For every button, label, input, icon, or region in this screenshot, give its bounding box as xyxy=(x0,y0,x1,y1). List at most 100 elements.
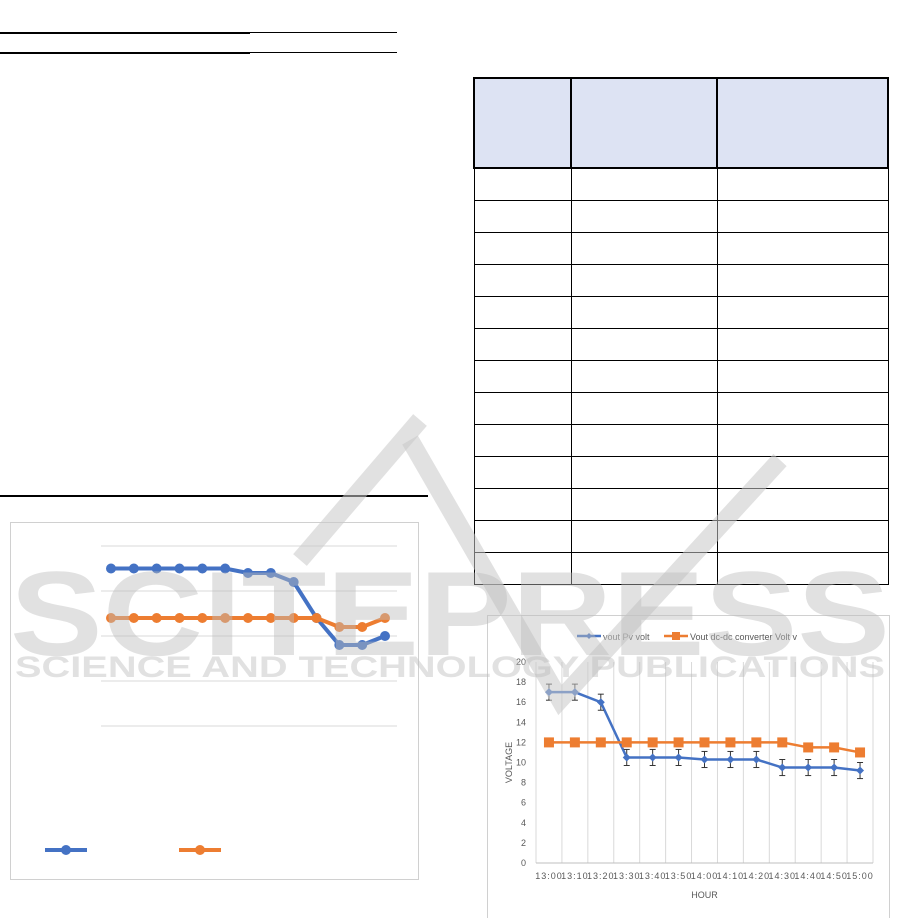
data-point xyxy=(220,563,231,574)
table-cell xyxy=(473,392,572,425)
table-cell xyxy=(473,167,572,201)
table-row xyxy=(473,328,889,361)
table-cell xyxy=(570,392,718,425)
table-cell xyxy=(716,167,889,201)
table-row xyxy=(473,424,889,457)
table-cell xyxy=(716,552,889,585)
x-tick-label: 14:00 xyxy=(691,871,719,881)
data-point xyxy=(106,613,116,623)
y-tick-label: 14 xyxy=(516,717,526,727)
x-tick-label: 14:30 xyxy=(769,871,797,881)
x-tick-label: 14:50 xyxy=(820,871,848,881)
table-row xyxy=(473,360,889,393)
y-axis-title: VOLTAGE xyxy=(504,742,514,783)
data-point xyxy=(726,755,735,764)
table-cell xyxy=(716,488,889,521)
table-row xyxy=(473,232,889,265)
data-point xyxy=(197,613,208,623)
table-cell xyxy=(716,360,889,393)
table-cell xyxy=(716,77,889,169)
table-cell xyxy=(570,264,718,297)
table-cell xyxy=(473,456,572,489)
table-cell xyxy=(473,200,572,233)
data-point xyxy=(777,737,788,748)
data-point xyxy=(288,613,299,623)
table-cell xyxy=(716,520,889,553)
table-cell xyxy=(570,360,718,393)
table-top-rule xyxy=(0,32,250,34)
table-cell xyxy=(716,296,889,329)
table-cell xyxy=(570,424,718,457)
table-cell xyxy=(570,488,718,521)
y-tick-label: 0 xyxy=(521,858,526,868)
x-tick-label: 13:50 xyxy=(665,871,693,881)
table-cell xyxy=(570,232,718,265)
y-tick-label: 20 xyxy=(516,657,526,667)
data-point xyxy=(106,563,116,574)
figure-rule xyxy=(0,495,428,497)
x-tick-label: 14:40 xyxy=(794,871,822,881)
table-cell xyxy=(716,456,889,489)
y-tick-label: 12 xyxy=(516,737,526,747)
legend-label-1: Vout dc-dc converter Volt v xyxy=(690,632,798,642)
x-axis-title: HOUR xyxy=(691,890,718,900)
y-tick-label: 4 xyxy=(521,818,526,828)
data-table xyxy=(473,77,889,585)
table-cell xyxy=(716,264,889,297)
data-point xyxy=(751,737,762,748)
data-point xyxy=(220,613,231,623)
legend-marker-0 xyxy=(61,845,71,855)
data-point xyxy=(596,698,605,707)
y-tick-label: 8 xyxy=(521,778,526,788)
table-cell xyxy=(473,296,572,329)
table-cell xyxy=(570,296,718,329)
data-point xyxy=(243,568,253,578)
series-line-0 xyxy=(111,566,386,647)
table-cell xyxy=(716,392,889,425)
data-point xyxy=(804,763,813,772)
legend-marker-1 xyxy=(672,632,680,640)
data-point xyxy=(334,640,345,650)
y-tick-label: 2 xyxy=(521,838,526,848)
data-point xyxy=(128,563,139,574)
chart-left-frame xyxy=(10,522,419,880)
y-tick-label: 16 xyxy=(516,697,526,707)
table-row xyxy=(473,488,889,521)
x-tick-label: 13:20 xyxy=(587,871,615,881)
data-point xyxy=(673,737,684,748)
x-tick-label: 14:10 xyxy=(717,871,745,881)
data-point xyxy=(647,737,658,748)
legend-marker-0 xyxy=(586,633,592,639)
table-cell xyxy=(570,77,718,169)
table-header-row xyxy=(473,77,889,169)
x-tick-label: 13:10 xyxy=(561,871,589,881)
data-point xyxy=(621,737,632,748)
table-row xyxy=(473,456,889,489)
data-point xyxy=(544,688,553,697)
table-row xyxy=(473,552,889,585)
data-point xyxy=(570,688,579,697)
data-point xyxy=(174,613,185,623)
data-point xyxy=(830,763,839,772)
table-row xyxy=(473,167,889,201)
data-point xyxy=(311,613,322,623)
table-cell xyxy=(716,232,889,265)
table-cell xyxy=(570,456,718,489)
x-tick-label: 15:00 xyxy=(846,871,874,881)
table-cell xyxy=(716,328,889,361)
data-point xyxy=(288,577,299,587)
table-cell xyxy=(570,200,718,233)
y-tick-label: 18 xyxy=(516,677,526,687)
data-point xyxy=(855,747,866,758)
x-tick-label: 14:20 xyxy=(743,871,771,881)
y-tick-label: 10 xyxy=(516,758,526,768)
data-point xyxy=(856,766,865,775)
table-cell xyxy=(473,264,572,297)
data-point xyxy=(128,613,139,623)
table-cell xyxy=(473,328,572,361)
table-row xyxy=(473,392,889,425)
data-point xyxy=(151,613,162,623)
table-row xyxy=(473,296,889,329)
x-tick-label: 13:00 xyxy=(535,871,563,881)
